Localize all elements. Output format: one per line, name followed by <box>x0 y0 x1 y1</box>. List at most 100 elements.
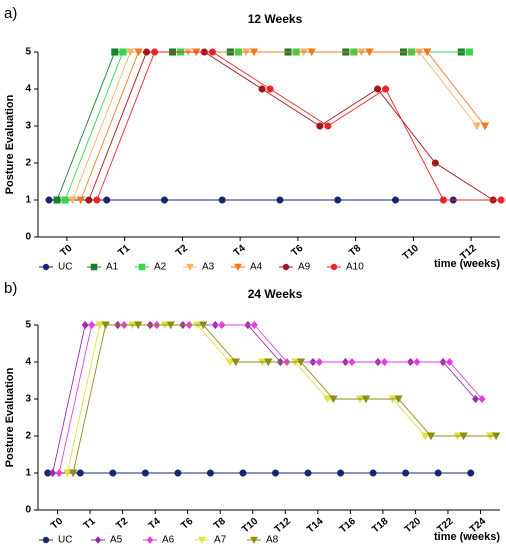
marker <box>329 395 338 404</box>
marker <box>439 196 447 204</box>
marker <box>88 320 96 330</box>
marker <box>348 357 356 367</box>
marker <box>307 48 316 57</box>
series-line <box>58 324 483 474</box>
y-tick-label: 0 <box>25 232 31 243</box>
marker <box>53 196 61 204</box>
marker <box>391 196 400 204</box>
marker <box>138 263 146 271</box>
x-tick-label: T8 <box>212 516 228 532</box>
x-tick-label: T8 <box>347 243 363 259</box>
x-tick-label: T14 <box>305 516 326 536</box>
marker <box>296 358 306 367</box>
marker <box>323 395 332 404</box>
panel-label: a) <box>4 5 17 22</box>
y-tick-label: 1 <box>25 195 31 206</box>
panel-label: b) <box>4 280 17 297</box>
series-line <box>66 324 491 474</box>
marker <box>218 320 226 330</box>
marker <box>334 196 342 204</box>
y-tick-label: 2 <box>25 158 31 169</box>
marker <box>218 196 226 204</box>
chart-title: 12 Weeks <box>248 12 303 26</box>
x-tick-label: T1 <box>116 243 132 259</box>
marker <box>480 122 490 131</box>
y-tick-label: 4 <box>25 357 31 368</box>
x-tick-label: T10 <box>240 516 261 536</box>
x-tick-label: T6 <box>289 243 305 259</box>
marker <box>55 468 63 478</box>
marker <box>198 536 206 545</box>
marker <box>133 321 143 330</box>
series-line <box>72 324 497 474</box>
marker <box>42 263 50 271</box>
x-tick-label: T16 <box>338 516 359 536</box>
marker <box>282 263 290 271</box>
x-tick-label: T12 <box>273 516 294 536</box>
legend-label: A2 <box>154 262 167 273</box>
x-tick-label: T1 <box>82 516 98 532</box>
x-tick-label: T2 <box>174 243 190 259</box>
marker <box>382 85 390 93</box>
marker <box>472 122 482 131</box>
legend-label: A1 <box>106 262 119 273</box>
y-axis-label: Posture Evaluation <box>4 94 16 194</box>
marker <box>420 432 430 441</box>
marker <box>63 469 72 478</box>
y-tick-label: 0 <box>25 505 31 516</box>
marker <box>465 48 473 56</box>
x-tick-label: T0 <box>58 243 74 259</box>
series-line <box>96 51 502 201</box>
marker <box>109 469 117 477</box>
marker <box>374 85 382 93</box>
marker <box>330 263 338 271</box>
marker <box>206 469 214 477</box>
marker <box>434 469 442 477</box>
marker <box>266 85 274 93</box>
marker <box>199 321 208 330</box>
marker <box>143 48 151 56</box>
legend-label: UC <box>58 262 72 273</box>
marker <box>61 196 69 204</box>
marker <box>459 432 468 441</box>
marker <box>315 357 324 367</box>
marker <box>250 536 258 545</box>
marker <box>90 263 98 271</box>
marker <box>160 196 169 204</box>
x-tick-label: T10 <box>401 243 422 263</box>
marker <box>126 48 135 57</box>
marker <box>276 196 284 204</box>
marker <box>491 432 501 441</box>
marker <box>76 196 85 205</box>
y-tick-label: 3 <box>25 394 31 405</box>
y-tick-label: 5 <box>25 320 31 331</box>
legend-label: A10 <box>346 262 364 273</box>
series-line <box>80 51 486 201</box>
marker <box>76 469 84 477</box>
marker <box>146 536 154 544</box>
x-tick-label: T2 <box>114 516 130 532</box>
marker <box>467 469 475 477</box>
marker <box>208 48 216 56</box>
marker <box>234 263 242 272</box>
chart-title: 24 Weeks <box>248 287 303 301</box>
x-axis-label: time (weeks) <box>434 531 500 543</box>
y-tick-label: 5 <box>25 47 31 58</box>
marker <box>186 263 194 272</box>
marker <box>49 468 57 478</box>
legend-label: A4 <box>250 262 263 273</box>
series-line <box>88 51 494 201</box>
marker <box>471 394 480 404</box>
marker <box>380 357 389 367</box>
marker <box>249 48 259 57</box>
marker <box>316 122 324 130</box>
marker <box>264 358 273 367</box>
marker <box>426 432 436 441</box>
marker <box>81 320 89 330</box>
marker <box>258 85 266 93</box>
marker <box>423 48 432 57</box>
legend-label: A8 <box>266 535 279 546</box>
marker <box>85 196 93 204</box>
marker <box>231 358 241 367</box>
x-tick-label: T0 <box>49 516 65 532</box>
